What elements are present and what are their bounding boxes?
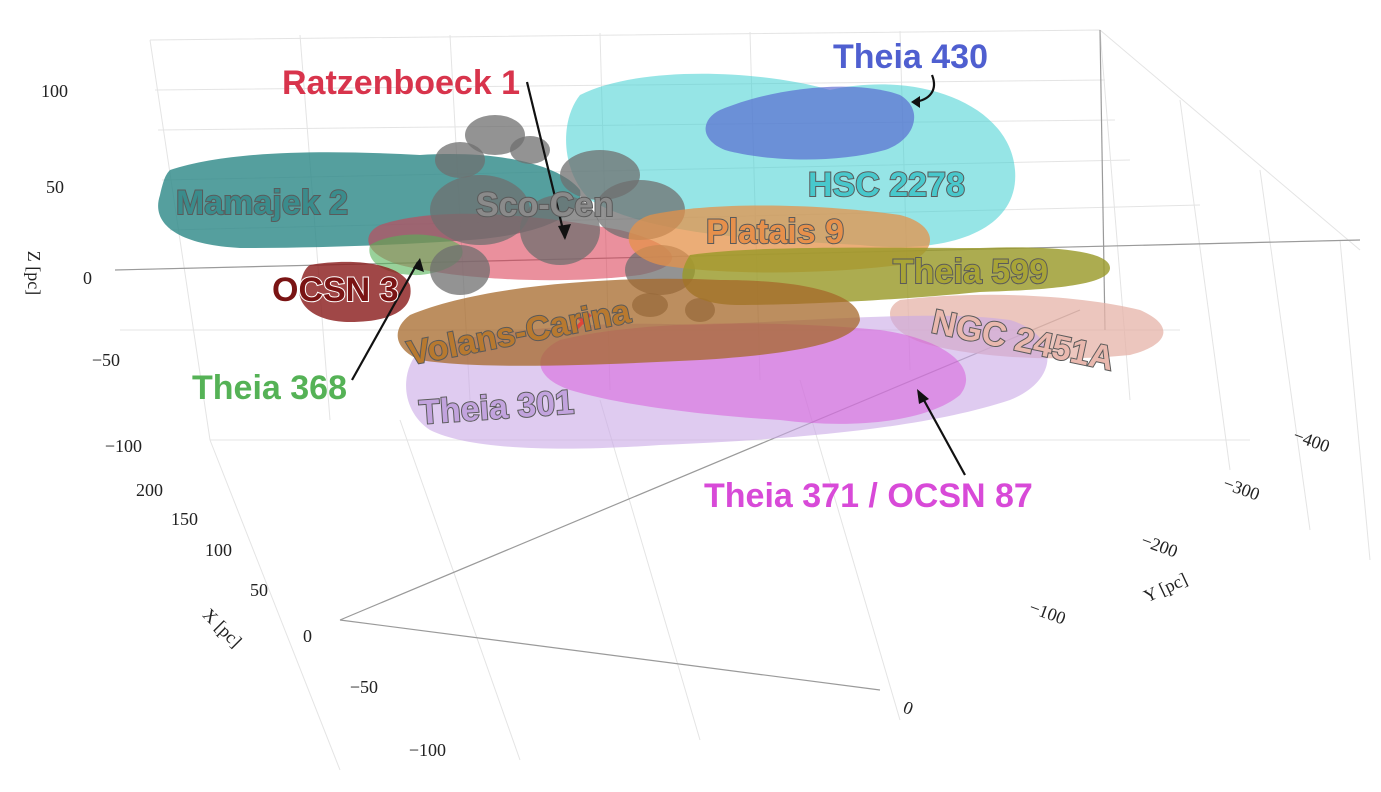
arrow-theia371	[919, 392, 966, 476]
z-axis-title: Z [pc]	[24, 251, 44, 295]
y-tick-2: −200	[1139, 530, 1181, 562]
x-tick-labels: 200 150 100 50 0 −50 −100	[136, 480, 446, 760]
x-tick-3: 50	[250, 580, 268, 600]
callout-labels: Ratzenboeck 1 Theia 430 Theia 368 Theia 371…	[192, 38, 1033, 515]
y-tick-3: −100	[1027, 597, 1069, 629]
z-tick-1: 50	[46, 177, 64, 197]
cluster-blobs	[158, 73, 1164, 449]
x-axis-title: X [pc]	[199, 604, 246, 651]
callout-arrows	[351, 74, 966, 476]
z-tick-3: −50	[92, 350, 120, 370]
y-tick-1: −300	[1221, 473, 1263, 505]
z-tick-labels: 100 50 0 −50 −100	[41, 81, 142, 456]
x-tick-6: −100	[409, 740, 446, 760]
label-theia599: Theia 599	[893, 253, 1048, 291]
label-hsc2278: HSC 2278	[808, 166, 965, 204]
z-tick-2: 0	[83, 268, 92, 288]
z-tick-0: 100	[41, 81, 68, 101]
blob-volans	[397, 278, 860, 366]
label-platais9: Platais 9	[706, 213, 844, 251]
y-tick-labels: −400 −300 −200 −100 0	[901, 425, 1333, 719]
callout-ratzenboeck1: Ratzenboeck 1	[282, 64, 520, 102]
x-tick-5: −50	[350, 677, 378, 697]
y-axis-title: Y [pc]	[1140, 569, 1190, 606]
arrow-theia368	[351, 261, 419, 381]
y-tick-0: −400	[1291, 425, 1333, 457]
label-mamajek2: Mamajek 2	[176, 184, 348, 222]
arrow-heads	[413, 96, 929, 404]
x-tick-2: 100	[205, 540, 232, 560]
callout-theia368: Theia 368	[192, 369, 347, 407]
blob-theia430	[705, 86, 915, 160]
sun-marker: ×	[573, 303, 593, 341]
x-tick-1: 150	[171, 509, 198, 529]
arrow-ratzenboeck1	[525, 81, 567, 239]
label-ocsn3: OCSN 3	[272, 271, 399, 309]
y-tick-4: 0	[901, 697, 916, 719]
callout-theia371: Theia 371 / OCSN 87	[704, 477, 1033, 515]
z-tick-4: −100	[105, 436, 142, 456]
x-tick-0: 200	[136, 480, 163, 500]
label-scocen: Sco-Cen	[476, 186, 614, 224]
blob-ocsn3	[299, 261, 411, 322]
callout-theia430: Theia 430	[833, 38, 988, 76]
x-tick-4: 0	[303, 626, 312, 646]
